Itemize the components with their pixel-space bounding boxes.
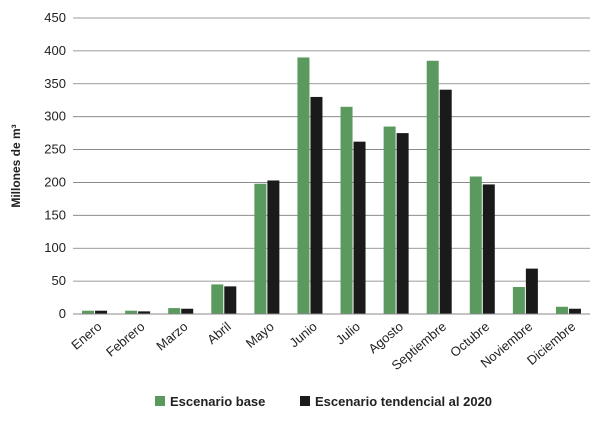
bar-series-0-11 bbox=[555, 306, 568, 314]
y-tick-label: 450 bbox=[44, 10, 66, 25]
x-tick-label: Marzo bbox=[153, 319, 190, 354]
y-tick-label: 0 bbox=[59, 306, 66, 321]
legend-label-0: Escenario base bbox=[170, 394, 265, 409]
bar-series-1-10 bbox=[525, 268, 538, 314]
y-tick-label: 250 bbox=[44, 142, 66, 157]
y-tick-labels: 0 50 100 150 200 250 300 350 400 450 bbox=[44, 10, 66, 321]
bar-series-1-3 bbox=[224, 286, 237, 314]
bar-series-0-3 bbox=[211, 284, 224, 314]
gridlines bbox=[73, 17, 590, 282]
y-tick-label: 100 bbox=[44, 240, 66, 255]
bar-series-1-5 bbox=[310, 96, 323, 314]
x-tick-label: Julio bbox=[333, 319, 363, 348]
bar-series-0-0 bbox=[82, 310, 95, 314]
y-tick-label: 400 bbox=[44, 43, 66, 58]
bar-series-0-5 bbox=[297, 57, 310, 314]
bar-series-1-6 bbox=[353, 141, 366, 314]
y-tick-label: 300 bbox=[44, 109, 66, 124]
legend-swatch-1 bbox=[300, 396, 310, 406]
legend-swatch-0 bbox=[155, 396, 165, 406]
bar-series-0-4 bbox=[254, 183, 267, 314]
x-tick-label: Agosto bbox=[365, 319, 406, 357]
x-tick-label: Diciembre bbox=[524, 319, 578, 368]
x-tick-label: Mayo bbox=[243, 319, 277, 351]
bar-series-1-8 bbox=[439, 89, 452, 314]
bar-series-0-7 bbox=[383, 126, 396, 315]
bar-series-0-10 bbox=[512, 287, 525, 314]
y-tick-label: 150 bbox=[44, 207, 66, 222]
bar-series-1-1 bbox=[138, 311, 151, 314]
bars bbox=[82, 57, 581, 315]
bar-series-1-9 bbox=[482, 184, 495, 314]
bar-series-0-6 bbox=[340, 106, 353, 314]
bar-series-1-4 bbox=[267, 180, 280, 314]
y-tick-label: 350 bbox=[44, 76, 66, 91]
legend-label-1: Escenario tendencial al 2020 bbox=[315, 394, 492, 409]
x-tick-label: Febrero bbox=[103, 319, 148, 360]
x-tick-label: Abril bbox=[204, 319, 234, 347]
bar-series-1-11 bbox=[568, 308, 581, 314]
legend: Escenario base Escenario tendencial al 20… bbox=[155, 394, 492, 409]
bar-series-0-1 bbox=[125, 310, 138, 314]
bar-series-0-9 bbox=[469, 176, 482, 314]
bar-series-0-8 bbox=[426, 60, 439, 314]
bar-series-0-2 bbox=[168, 308, 181, 314]
bar-series-1-0 bbox=[95, 310, 108, 314]
x-tick-label: Enero bbox=[68, 319, 104, 353]
y-axis-label: Millones de m³ bbox=[9, 124, 23, 207]
bar-series-1-2 bbox=[181, 308, 194, 314]
y-tick-label: 50 bbox=[52, 273, 66, 288]
x-tick-label: Junio bbox=[286, 319, 319, 350]
y-tick-label: 200 bbox=[44, 174, 66, 189]
bar-series-1-7 bbox=[396, 133, 409, 314]
